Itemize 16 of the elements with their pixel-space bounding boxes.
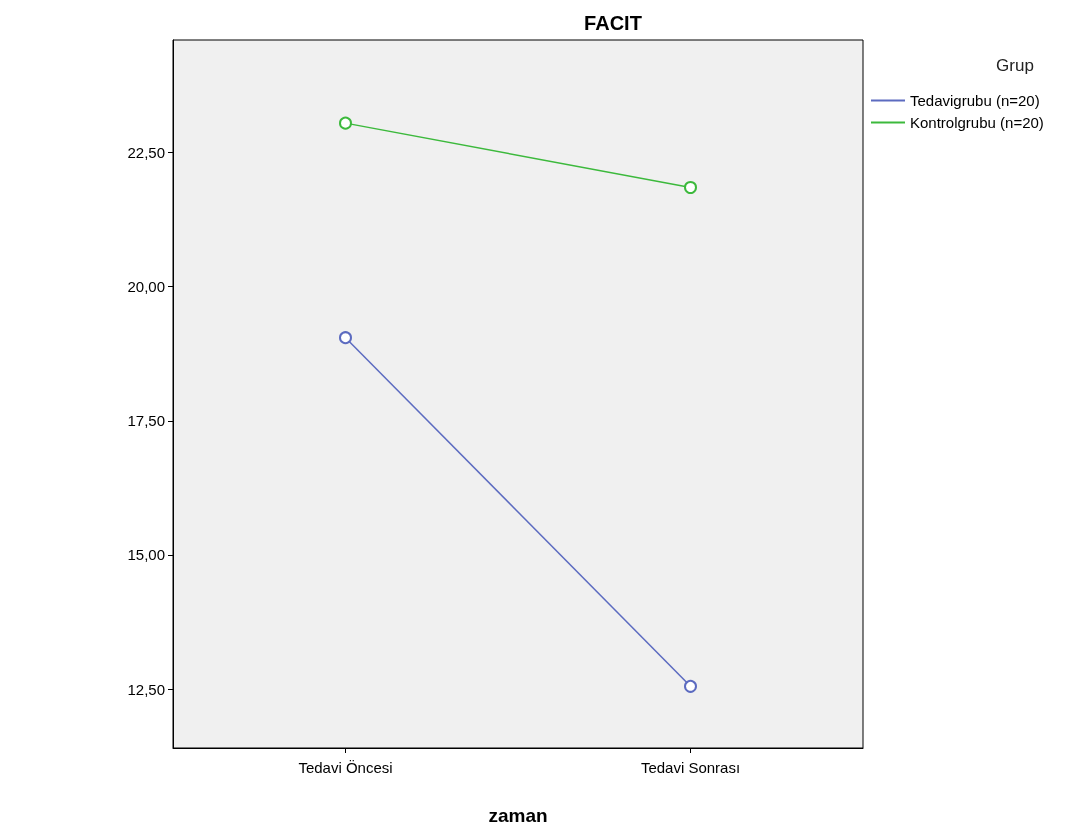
y-tick-label: 12,50 bbox=[127, 680, 165, 698]
legend-title: Grup bbox=[996, 56, 1034, 75]
x-tick-label: Tedavi Öncesi bbox=[298, 759, 393, 776]
y-tick-label: 17,50 bbox=[127, 412, 165, 430]
point bbox=[339, 331, 352, 345]
point bbox=[684, 181, 697, 194]
point bbox=[684, 679, 697, 693]
legend-label: Tedavigrubu (n=20) bbox=[910, 92, 1040, 109]
y-tick-label: 20,00 bbox=[127, 278, 165, 296]
x-axis-title: zaman bbox=[488, 805, 548, 826]
y-tick-label: 15,00 bbox=[127, 546, 165, 564]
y-tick-label: 22,50 bbox=[127, 144, 165, 162]
chart-title: FACIT bbox=[584, 12, 642, 34]
point bbox=[339, 116, 352, 130]
x-tick-label: Tedavi Sonrası bbox=[640, 759, 741, 776]
legend-label: Kontrolgrubu (n=20) bbox=[910, 114, 1044, 131]
